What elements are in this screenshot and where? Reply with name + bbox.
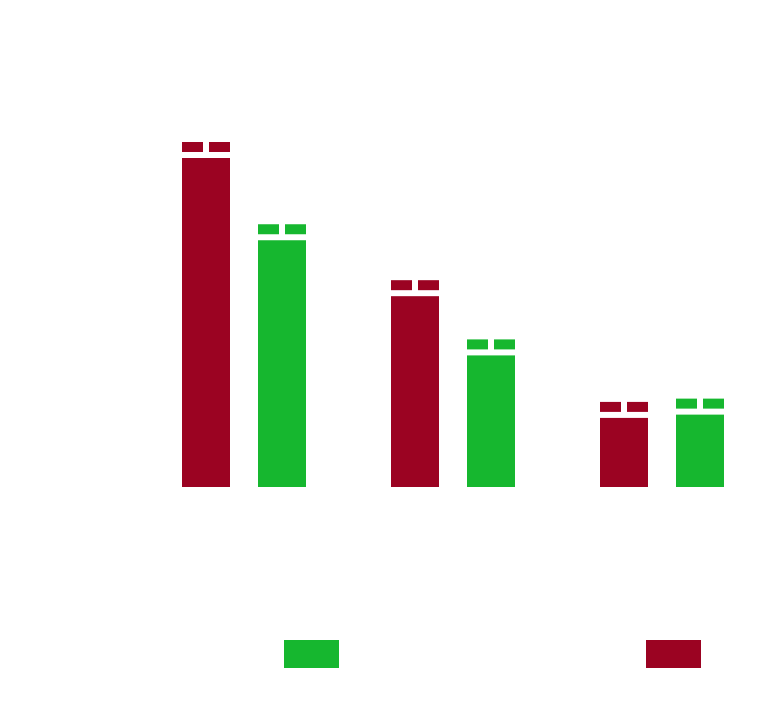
bar-series-2-cat-1 xyxy=(258,240,306,487)
data-label-series-1-cat-2-left xyxy=(391,280,412,291)
legend xyxy=(284,640,701,668)
legend-swatch-2 xyxy=(646,640,701,668)
data-label-series-2-cat-1-left xyxy=(258,224,279,235)
data-label-series-1-cat-3-right xyxy=(627,401,648,412)
data-label-series-2-cat-2-left xyxy=(467,339,488,350)
bars-layer xyxy=(182,158,724,487)
bar-series-2-cat-2 xyxy=(467,355,515,487)
data-label-series-1-cat-1-left xyxy=(182,142,203,152)
data-label-series-1-cat-1-right xyxy=(209,142,230,152)
data-label-series-1-cat-2-right xyxy=(418,280,439,291)
bar-series-1-cat-3 xyxy=(600,417,648,487)
data-label-series-2-cat-2-right xyxy=(494,339,515,350)
data-label-series-1-cat-3-left xyxy=(600,401,621,412)
data-label-series-2-cat-3-right xyxy=(703,398,724,409)
bar-series-1-cat-1 xyxy=(182,158,230,487)
data-label-series-2-cat-3-left xyxy=(676,398,697,409)
data-label-series-2-cat-1-right xyxy=(285,224,306,235)
bar-series-1-cat-2 xyxy=(391,296,439,487)
bar-series-2-cat-3 xyxy=(676,414,724,487)
data-label-layer xyxy=(182,142,724,412)
legend-swatch-1 xyxy=(284,640,339,668)
